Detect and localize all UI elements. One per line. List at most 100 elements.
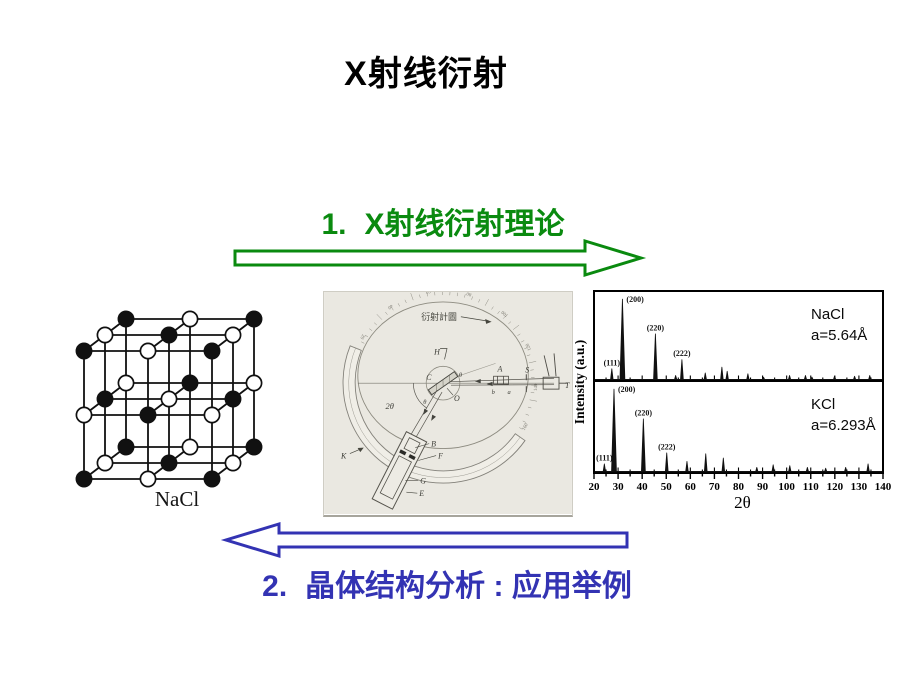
diffraction-peak [703,453,708,472]
svg-text:70: 70 [709,481,721,493]
specimen-crystal [427,371,459,396]
label-theta-upper: θ [459,372,463,379]
svg-text:50: 50 [661,481,673,493]
crystal-caption: NaCl [154,487,200,511]
right-arrow [233,238,647,278]
right-arrow-shape [233,238,647,278]
caption-arrow [460,316,492,324]
svg-text:60: 60 [685,481,697,493]
incident-beam [449,377,555,386]
label-o: O [454,394,460,403]
svg-text:160: 160 [522,422,530,431]
svg-text:(111): (111) [604,358,621,367]
label-k: K [340,452,347,461]
diffraction-peak [868,375,872,380]
svg-text:80: 80 [466,292,473,296]
two-theta-arc [412,383,428,409]
svg-text:120: 120 [525,342,533,351]
xrd-pattern-figure: (111) (200) (220) (222) NaCl a=5.64Å (111) (200… [572,283,907,513]
diffraction-peak [602,463,606,472]
specimen-circle [425,365,461,401]
diffractometer-figure: 20406080100120140160 [323,287,573,517]
section-2-number: 2. [262,570,288,603]
diffraction-peak [641,418,646,472]
label-c: C [426,373,432,382]
h-bracket [440,348,448,360]
lattice-constant: a=5.64Å [811,327,867,344]
diffraction-peak [787,375,792,380]
section-2-heading: 2. 晶体结构分析 : 应用举例 [240,561,654,605]
lattice-constant: a=6.293Å [811,417,876,434]
label-t: T [565,381,570,390]
incident-beam-arrowhead [474,379,481,384]
diffracted-beam [407,389,443,444]
diffraction-peak [746,373,750,380]
svg-text:(220): (220) [635,408,653,417]
label-det-f: F [437,452,443,461]
svg-text:80: 80 [733,481,745,493]
diffraction-peak [788,465,792,472]
nacl-crystal-structure-figure [72,296,282,488]
diffracted-beam-arrowhead [423,408,429,415]
panel-title: KCl [811,396,835,413]
svg-text:140: 140 [534,383,539,391]
diffractometer-caption: 衍射計圖 [421,311,457,322]
diffraction-peak [771,464,775,472]
svg-text:(222): (222) [673,349,691,358]
diffraction-peak [720,366,724,380]
diffraction-peak [824,467,828,472]
y-axis-label: Intensity (a.u.) [575,340,587,424]
svg-text:100: 100 [501,309,510,318]
detector-assembly [371,430,428,510]
panel-title: NaCl [811,306,844,323]
label-two-theta: 2θ [386,401,394,411]
scale-ticks-and-numbers: 20406080100120140160 [354,287,539,439]
section-2-label: 晶体结构分析 : 应用举例 [305,570,632,603]
x-axis-label: 2θ [734,493,751,512]
xrd-panel-KCl: (111) (200) (220) (222) KCl a=6.293Å [593,380,884,474]
diffraction-peak [653,333,658,380]
diffractometer-drawing: 20406080100120140160 [324,287,572,514]
diffracted-beam-arrowhead [431,414,437,421]
diffraction-peak [685,461,689,472]
diffraction-peak [721,457,726,472]
svg-text:40: 40 [637,481,649,493]
diffraction-peak [610,368,614,380]
label-h: H [433,347,441,356]
xray-tube [542,353,568,390]
label-det-b: B [431,440,436,449]
svg-text:100: 100 [778,481,795,493]
page-title: X射线衍射 [344,55,508,93]
svg-text:20: 20 [358,333,365,340]
section-1-label: X射线衍射理论 [364,208,565,241]
svg-text:110: 110 [803,481,819,493]
left-arrow-shape [220,521,629,559]
diffractometer-circle [357,301,529,450]
svg-text:120: 120 [827,481,844,493]
xrd-chart: (111) (200) (220) (222) NaCl a=5.64Å (111) (200… [572,290,892,512]
diffraction-peak [703,372,707,380]
diffraction-peak [866,463,870,472]
svg-text:(222): (222) [658,442,676,451]
diffraction-peak [853,375,857,380]
diffraction-peak [755,466,759,472]
diffraction-peak [844,466,848,472]
diffraction-peak [810,376,814,380]
x-axis: 20 30 40 50 60 70 80 90 100 110 120 130 140 2θ [589,473,892,512]
left-arrow [220,521,629,559]
label-a-small: a [507,389,510,396]
svg-text:40: 40 [386,303,393,310]
diffraction-peak [762,376,766,380]
svg-text:130: 130 [851,481,868,493]
section-1-number: 1. [321,208,347,241]
label-a: A [497,364,503,373]
diffraction-peak [833,375,837,380]
svg-text:(200): (200) [618,385,636,394]
lattice-atoms [75,310,263,488]
svg-text:140: 140 [875,481,892,493]
diffraction-peak [725,370,729,380]
incident-beam-arrowhead [486,381,493,387]
svg-text:30: 30 [613,481,625,493]
diffraction-peak [803,375,808,380]
